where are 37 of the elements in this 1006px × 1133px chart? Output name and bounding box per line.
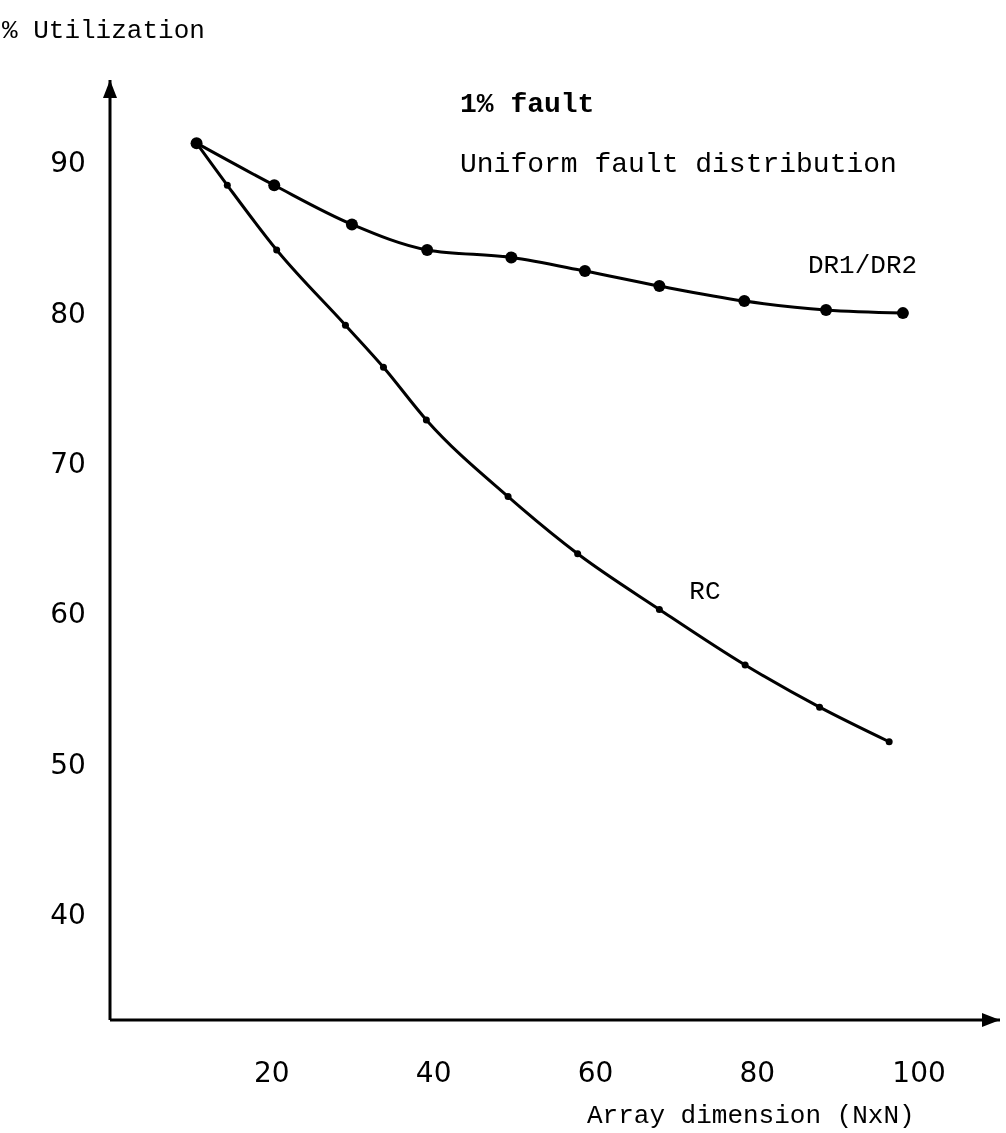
x-tick-label: 100 xyxy=(892,1055,946,1089)
x-tick-label: 60 xyxy=(577,1055,614,1089)
point xyxy=(379,363,387,371)
point xyxy=(273,246,281,254)
point xyxy=(896,307,909,320)
point xyxy=(268,179,281,192)
y-tick-label: 60 xyxy=(50,597,86,631)
point xyxy=(421,243,434,256)
point xyxy=(578,265,591,278)
y-tick-label: 90 xyxy=(50,146,86,180)
series-label: DR1/DR2 xyxy=(807,251,918,282)
y-tick-label: 70 xyxy=(50,447,86,481)
x-tick-label: 20 xyxy=(254,1055,290,1089)
point xyxy=(505,251,518,264)
point xyxy=(653,280,666,293)
y-tick-label: 40 xyxy=(50,898,86,932)
point xyxy=(741,661,749,669)
y-tick-label: 80 xyxy=(50,296,86,330)
point xyxy=(345,218,358,231)
x-axis-title: Array dimension (NxN) xyxy=(586,1101,915,1131)
point xyxy=(422,416,430,424)
series-label: RC xyxy=(689,577,721,608)
x-tick-label: 80 xyxy=(739,1055,776,1089)
y-axis-title: % Utilization xyxy=(2,16,205,46)
x-tick-label: 40 xyxy=(415,1055,452,1089)
point xyxy=(885,738,893,746)
point xyxy=(816,703,824,711)
annotation: 1% fault xyxy=(460,89,595,120)
point xyxy=(504,493,512,501)
point xyxy=(655,605,663,613)
point xyxy=(341,321,349,329)
y-tick-label: 50 xyxy=(50,747,86,781)
point xyxy=(574,550,582,558)
annotation: Uniform fault distribution xyxy=(460,149,897,180)
point xyxy=(223,181,231,189)
point xyxy=(738,295,751,308)
point xyxy=(820,304,833,317)
